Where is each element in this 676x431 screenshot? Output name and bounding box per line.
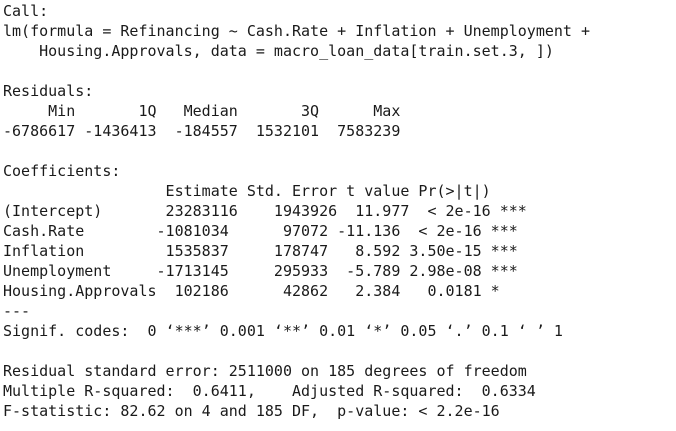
residuals-values: -6786617 -1436413 -184557 1532101 758323…: [3, 122, 410, 140]
coefficients-header: Coefficients:: [3, 162, 121, 180]
blank-line: [3, 141, 673, 161]
coefficient-row-unemployment: Unemployment -1713145 295933 -5.789 2.98…: [3, 262, 518, 280]
residual-standard-error: Residual standard error: 2511000 on 185 …: [3, 362, 527, 380]
coefficients-columns: Estimate Std. Error t value Pr(>|t|): [3, 182, 527, 200]
f-statistic: F-statistic: 82.62 on 4 and 185 DF, p-va…: [3, 402, 500, 420]
residuals-header: Residuals:: [3, 82, 94, 100]
blank-line: [3, 341, 673, 361]
call-header: Call:: [3, 2, 49, 20]
r-console-output: Call: lm(formula = Refinancing ~ Cash.Ra…: [3, 0, 673, 421]
coefficient-row-cash-rate: Cash.Rate -1081034 97072 -11.136 < 2e-16…: [3, 222, 518, 240]
call-formula-line-1: lm(formula = Refinancing ~ Cash.Rate + I…: [3, 22, 590, 40]
call-formula-line-2: Housing.Approvals, data = macro_loan_dat…: [3, 42, 554, 60]
separator: ---: [3, 302, 31, 320]
residuals-columns: Min 1Q Median 3Q Max: [3, 102, 410, 120]
coefficient-row-housing-approvals: Housing.Approvals 102186 42862 2.384 0.0…: [3, 282, 518, 300]
r-squared: Multiple R-squared: 0.6411, Adjusted R-s…: [3, 382, 545, 400]
coefficient-row-intercept: (Intercept) 23283116 1943926 11.977 < 2e…: [3, 202, 527, 220]
coefficient-row-inflation: Inflation 1535837 178747 8.592 3.50e-15 …: [3, 242, 518, 260]
signif-codes: Signif. codes: 0 ‘***’ 0.001 ‘**’ 0.01 ‘…: [3, 322, 563, 340]
blank-line: [3, 61, 673, 81]
